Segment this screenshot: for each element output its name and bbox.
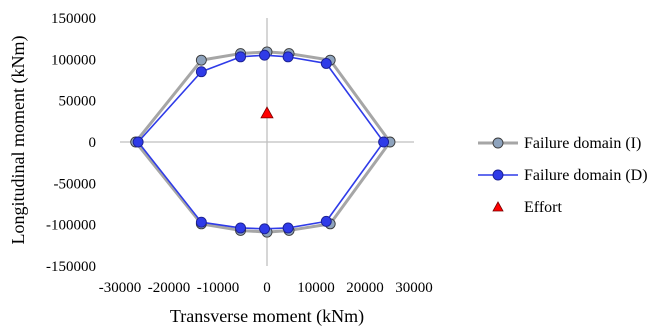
x-tick-label: 0 [263,280,271,296]
y-tick-label: -150000 [46,259,96,275]
legend-label: Failure domain (I) [524,135,641,152]
data-point [259,223,270,235]
data-point [235,51,246,63]
y-axis-title: Longitudinal moment (kNm) [8,36,29,245]
legend-marker [492,169,504,181]
legend-item: Failure domain (D) [478,167,648,184]
series-3 [260,106,274,119]
legend-item: Effort [492,199,562,216]
legend-label: Failure domain (D) [524,167,648,184]
data-point [320,215,332,227]
y-tick-label: -50000 [54,176,97,192]
data-point [195,216,207,228]
x-axis-title: Transverse moment (kNm) [170,306,364,327]
data-point [132,136,144,148]
legend-marker [492,137,504,149]
legend: Failure domain (I) Failure domain (D) Effo… [478,135,648,216]
y-tick-label: 100000 [51,52,96,68]
data-point [282,51,294,63]
x-tick-label: 20000 [346,280,384,296]
x-tick-label: 10000 [297,280,335,296]
data-point [195,66,207,78]
data-point [195,54,207,66]
x-tick-label: -30000 [99,280,142,296]
axes: -30000 -20000 -10000 0 10000 20000 30000-15000… [46,11,433,296]
data-point [282,222,294,234]
series-2 [132,49,390,235]
legend-marker [492,201,504,212]
data-point [378,136,390,148]
y-tick-label: 150000 [51,11,96,27]
data-point [320,58,332,69]
legend-item: Failure domain (I) [478,135,641,152]
x-tick-label: 30000 [395,280,433,296]
x-tick-label: -20000 [148,280,191,296]
data-point [235,222,246,234]
y-tick-label: -100000 [46,218,96,234]
x-tick-label: -10000 [197,280,240,296]
data-point [259,49,270,61]
y-tick-label: 0 [89,135,97,151]
legend-label: Effort [524,199,562,216]
plot-series [130,46,396,238]
effort-point [260,106,274,119]
y-tick-label: 50000 [59,94,97,110]
